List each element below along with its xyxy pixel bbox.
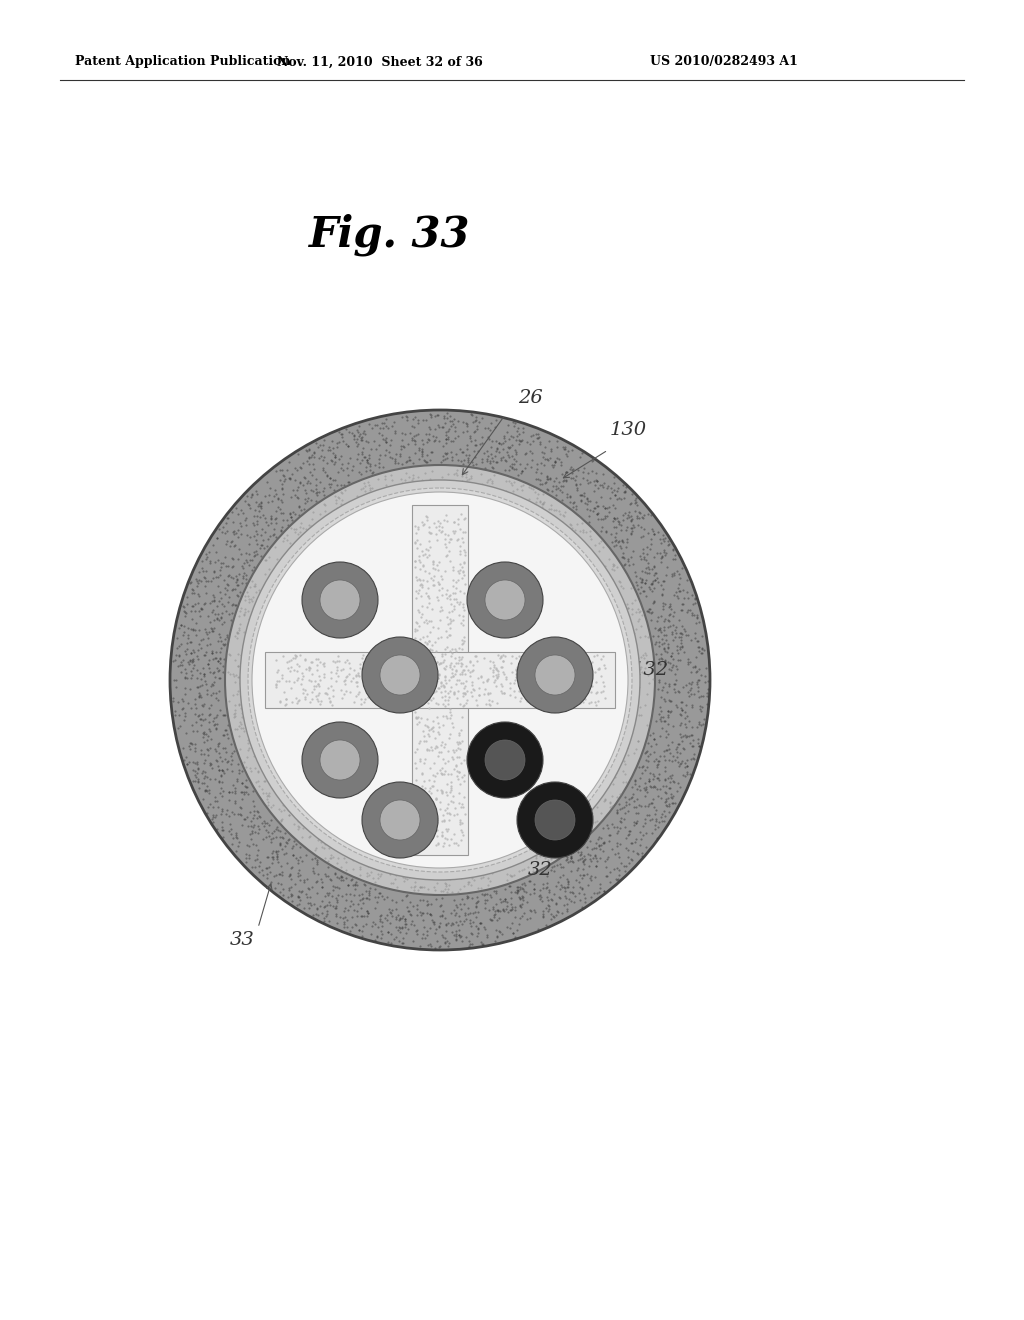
Circle shape bbox=[248, 488, 632, 873]
Text: Patent Application Publication: Patent Application Publication bbox=[75, 55, 291, 69]
Circle shape bbox=[467, 722, 543, 799]
Circle shape bbox=[517, 638, 593, 713]
Circle shape bbox=[535, 655, 575, 696]
Circle shape bbox=[362, 638, 438, 713]
Circle shape bbox=[535, 800, 575, 840]
Bar bbox=[412, 506, 468, 855]
Circle shape bbox=[362, 781, 438, 858]
Circle shape bbox=[302, 562, 378, 638]
Circle shape bbox=[517, 781, 593, 858]
Circle shape bbox=[380, 800, 420, 840]
Circle shape bbox=[170, 411, 710, 950]
Circle shape bbox=[485, 579, 525, 620]
Circle shape bbox=[467, 562, 543, 638]
Text: Nov. 11, 2010  Sheet 32 of 36: Nov. 11, 2010 Sheet 32 of 36 bbox=[278, 55, 483, 69]
Circle shape bbox=[240, 480, 640, 880]
Circle shape bbox=[302, 722, 378, 799]
Text: 26: 26 bbox=[517, 389, 543, 407]
Text: US 2010/0282493 A1: US 2010/0282493 A1 bbox=[650, 55, 798, 69]
Text: Fig. 33: Fig. 33 bbox=[309, 214, 471, 256]
Circle shape bbox=[485, 741, 525, 780]
Circle shape bbox=[225, 465, 655, 895]
Text: 132: 132 bbox=[632, 661, 669, 678]
Circle shape bbox=[319, 579, 360, 620]
Circle shape bbox=[252, 492, 628, 869]
Circle shape bbox=[380, 655, 420, 696]
Bar bbox=[265, 652, 615, 708]
Text: 32: 32 bbox=[527, 861, 552, 879]
Text: 33: 33 bbox=[229, 931, 254, 949]
Circle shape bbox=[319, 741, 360, 780]
Text: 130: 130 bbox=[609, 421, 646, 440]
